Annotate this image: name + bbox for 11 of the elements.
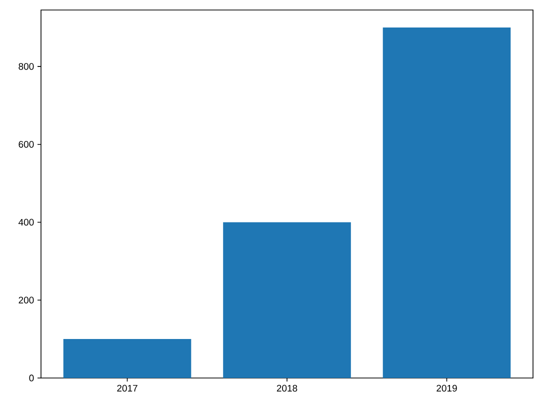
- bar: [223, 222, 351, 378]
- x-tick-label: 2017: [117, 384, 138, 392]
- y-tick-label: 0: [29, 374, 34, 382]
- y-tick-label: 200: [18, 296, 34, 304]
- bar: [63, 339, 192, 378]
- bar: [382, 28, 511, 378]
- x-tick-label: 2019: [436, 384, 457, 392]
- y-tick-label: 400: [18, 218, 34, 226]
- y-tick-label: 600: [18, 140, 34, 148]
- x-tick-label: 2018: [276, 384, 298, 392]
- y-tick-label: 800: [18, 63, 34, 70]
